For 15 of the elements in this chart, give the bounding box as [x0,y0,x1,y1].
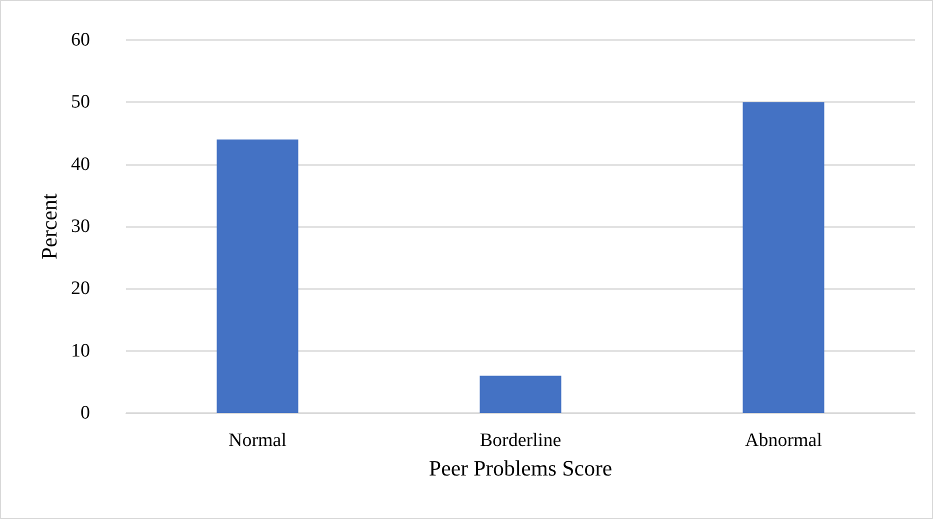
y-tick-label: 0 [80,402,90,424]
bar [742,102,824,413]
x-axis-title: Peer Problems Score [428,456,612,480]
y-tick-label: 30 [71,216,90,237]
y-tick-label: 60 [71,30,90,50]
y-tick-label: 20 [71,278,90,300]
y-tick-label: 50 [71,92,90,113]
bar [216,139,298,413]
x-tick-label: Borderline [480,430,562,451]
y-tick-label: 10 [71,340,90,362]
y-axis-title: Percent [36,194,62,260]
x-tick-label: Abnormal [744,430,822,451]
bar [480,376,562,413]
x-tick-label: Normal [228,430,287,451]
y-tick-label: 40 [71,154,90,175]
